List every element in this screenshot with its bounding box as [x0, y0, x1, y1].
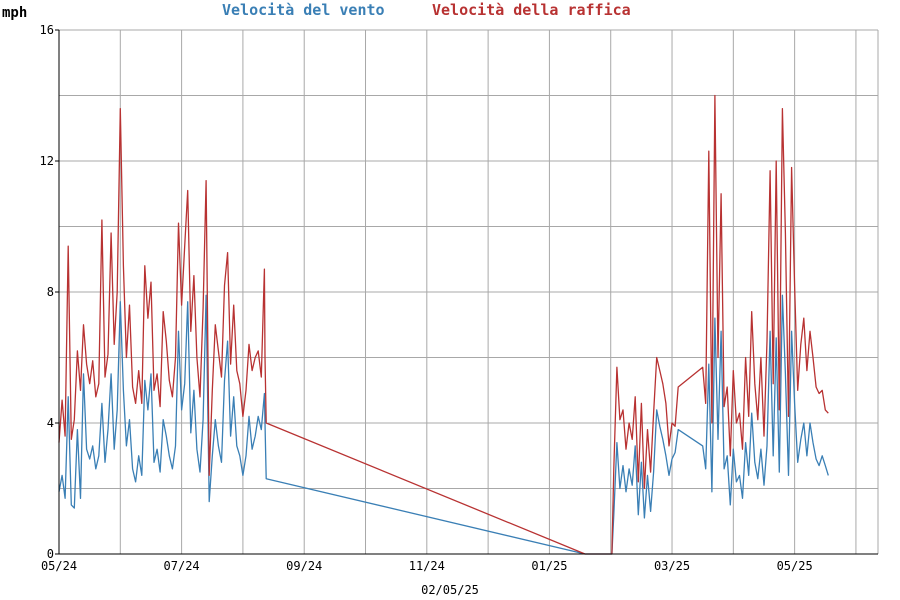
x-tick-label: 05/25 — [777, 559, 813, 573]
x-tick-label: 05/24 — [41, 559, 77, 573]
series-lines — [58, 94, 829, 555]
y-tick-label: 0 — [47, 547, 54, 561]
y-tick-label: 4 — [47, 416, 54, 430]
legend-entry-wind-speed: Velocità del vento — [222, 1, 385, 19]
series-line-gust-speed — [58, 94, 829, 555]
y-axis-unit-label: mph — [2, 5, 27, 21]
x-tick-label: 03/25 — [654, 559, 690, 573]
axes: 0 4 8 12 16 05/24 07/24 09/24 11/24 01/25 03/25 05/… — [40, 23, 878, 573]
x-tick-label: 11/24 — [409, 559, 445, 573]
x-tick-label: 09/24 — [286, 559, 322, 573]
current-date-label: 02/05/25 — [421, 583, 479, 597]
legend-entry-gust-speed: Velocità della raffica — [432, 1, 631, 19]
y-tick-label: 12 — [40, 154, 54, 168]
y-tick-label: 8 — [47, 285, 54, 299]
series-line-wind-speed — [58, 294, 829, 555]
x-tick-label: 07/24 — [164, 559, 200, 573]
x-tick-label: 01/25 — [531, 559, 567, 573]
y-tick-label: 16 — [40, 23, 54, 37]
